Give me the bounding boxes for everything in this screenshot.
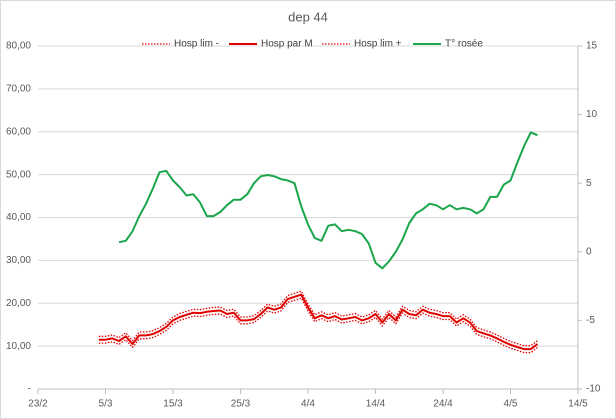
y-tick-label: 40,00	[6, 212, 31, 223]
y-tick-label: 70,00	[6, 84, 31, 95]
y-tick-label: 20,00	[6, 298, 31, 309]
y-tick-label: 10,00	[6, 341, 31, 352]
x-tick-label: 24/4	[433, 399, 453, 410]
legend-label: Hosp lim +	[354, 39, 402, 50]
chart-title: dep 44	[288, 9, 328, 24]
x-tick-label: 23/2	[28, 399, 48, 410]
y2-tick-label: 5	[586, 178, 592, 189]
x-tick-label: 14/4	[366, 399, 386, 410]
y2-tick-label: -5	[586, 315, 595, 326]
x-tick-label: 25/3	[231, 399, 251, 410]
x-tick-label: 14/5	[568, 399, 588, 410]
series-line	[118, 131, 538, 270]
series-line	[98, 293, 539, 351]
y2-tick-label: 10	[586, 109, 598, 120]
series-line	[98, 297, 538, 354]
series-line	[98, 290, 538, 347]
x-tick-label: 4/4	[301, 399, 315, 410]
y2-tick-label: 15	[586, 41, 598, 52]
y-tick-label: 60,00	[6, 126, 31, 137]
legend-label: Hosp lim -	[174, 39, 219, 50]
y-tick-label: 80,00	[6, 41, 31, 52]
x-tick-label: 5/3	[99, 399, 113, 410]
y-tick-label: 30,00	[6, 255, 31, 266]
y2-tick-label: -10	[586, 384, 601, 395]
legend-label: Hosp par M	[261, 39, 313, 50]
x-tick-label: 15/3	[163, 399, 183, 410]
x-tick-label: 4/5	[504, 399, 518, 410]
y-tick-label: -	[28, 384, 31, 395]
legend-label: T° rosée	[445, 39, 483, 50]
y-tick-label: 50,00	[6, 169, 31, 180]
y2-tick-label: 0	[586, 246, 592, 257]
